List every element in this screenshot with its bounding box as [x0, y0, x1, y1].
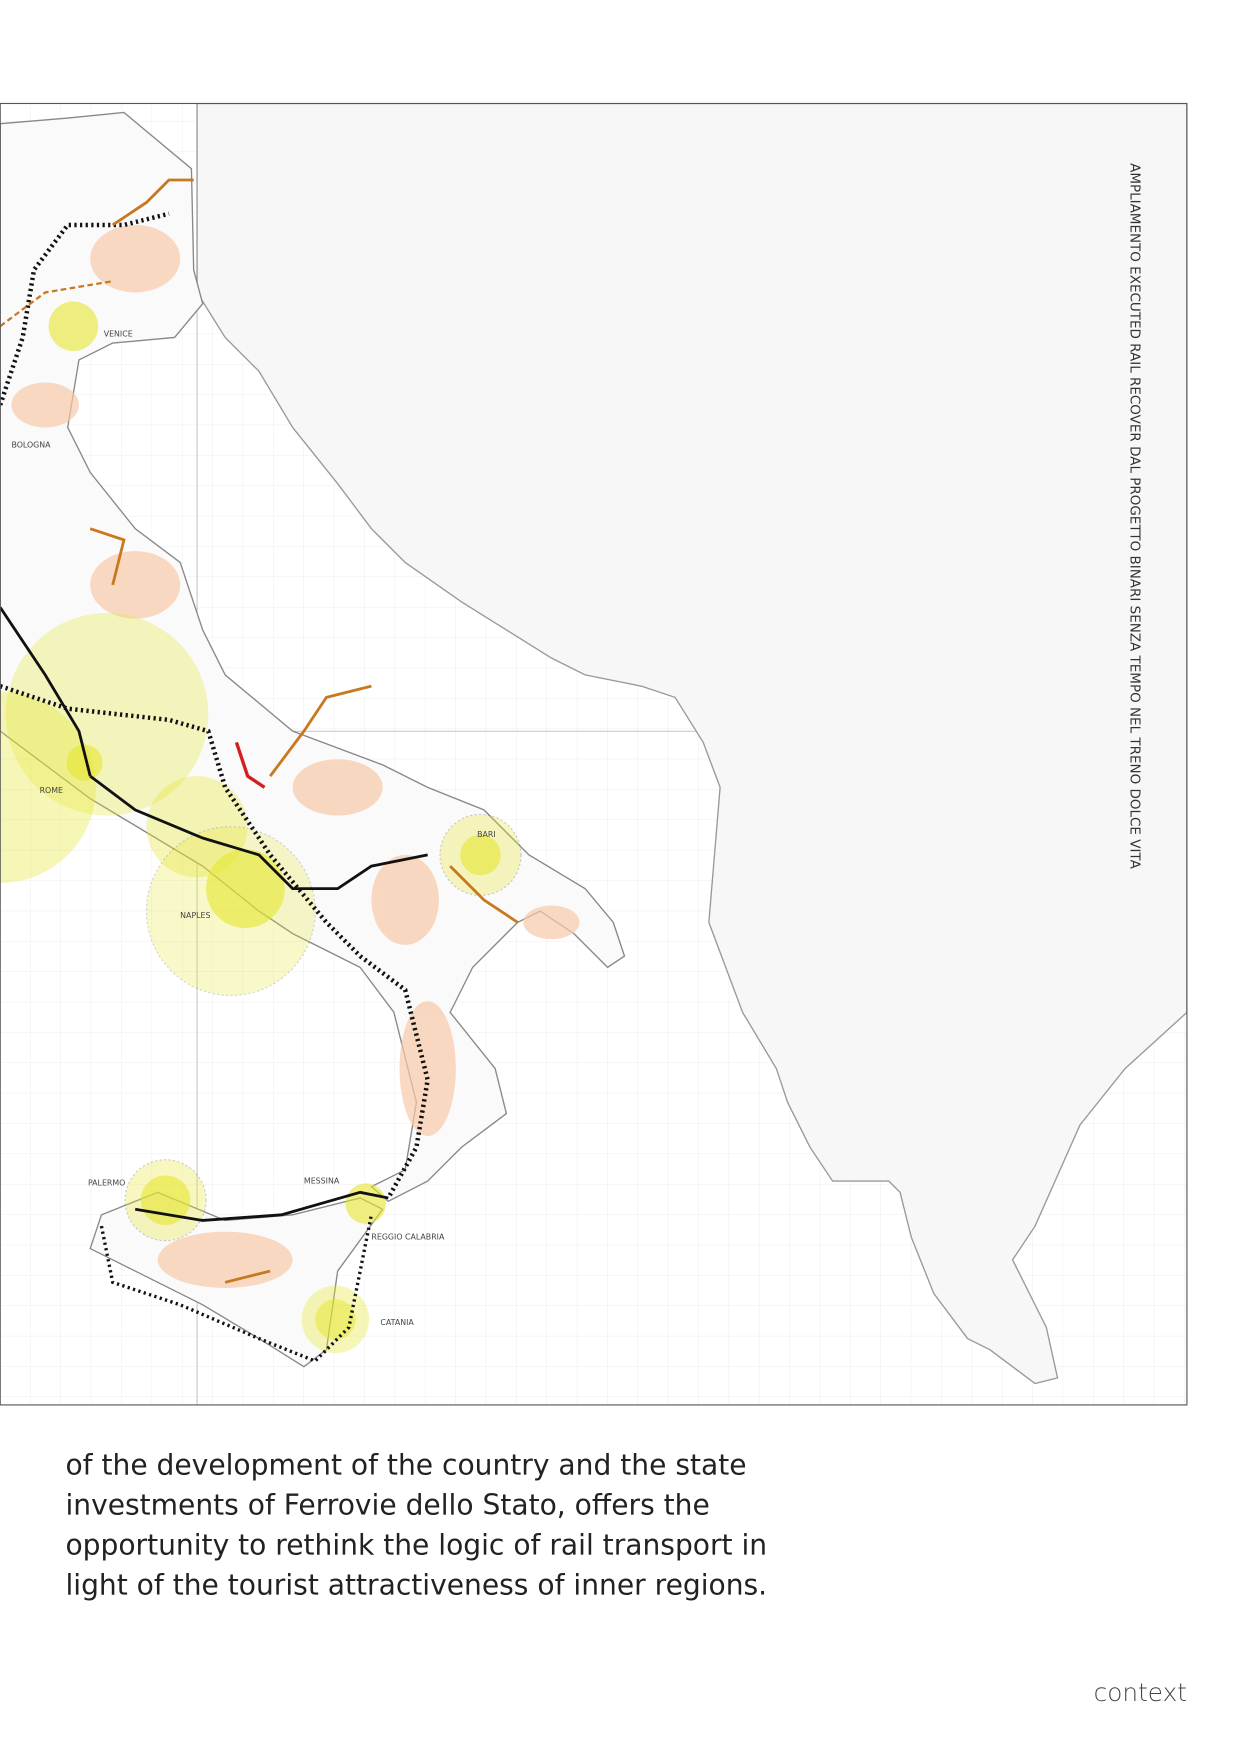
- balkans-land: [196, 103, 1187, 1385]
- city-label: CATANIA: [380, 1318, 414, 1327]
- city-label: NAPLES: [180, 911, 210, 920]
- regions: [11, 224, 580, 1288]
- city-label: BOLOGNA: [11, 441, 51, 450]
- italy-land: [0, 111, 626, 1203]
- section-label: context: [1094, 1678, 1187, 1707]
- city-label: PALERMO: [88, 1179, 125, 1188]
- body-text-line: of the development of the country and th…: [65, 1449, 746, 1482]
- map-title: AMPLIAMENTO EXECUTED RAIL RECOVER DAL PR…: [1127, 163, 1143, 870]
- city-label: ROME: [40, 786, 63, 795]
- rail-lines: [0, 178, 519, 1364]
- city-label: BARI: [477, 830, 496, 839]
- map-frame: [0, 102, 1188, 1406]
- map: [0, 103, 1187, 1405]
- city-label: REGGIO CALABRIA: [371, 1233, 445, 1242]
- body-text-line: investments of Ferrovie dello Stato, off…: [65, 1489, 709, 1522]
- city-label: VENICE: [104, 329, 133, 338]
- body-text-line: light of the tourist attractiveness of i…: [65, 1568, 767, 1601]
- city-label: MESSINA: [304, 1176, 340, 1185]
- body-text-line: opportunity to rethink the logic of rail…: [65, 1529, 767, 1562]
